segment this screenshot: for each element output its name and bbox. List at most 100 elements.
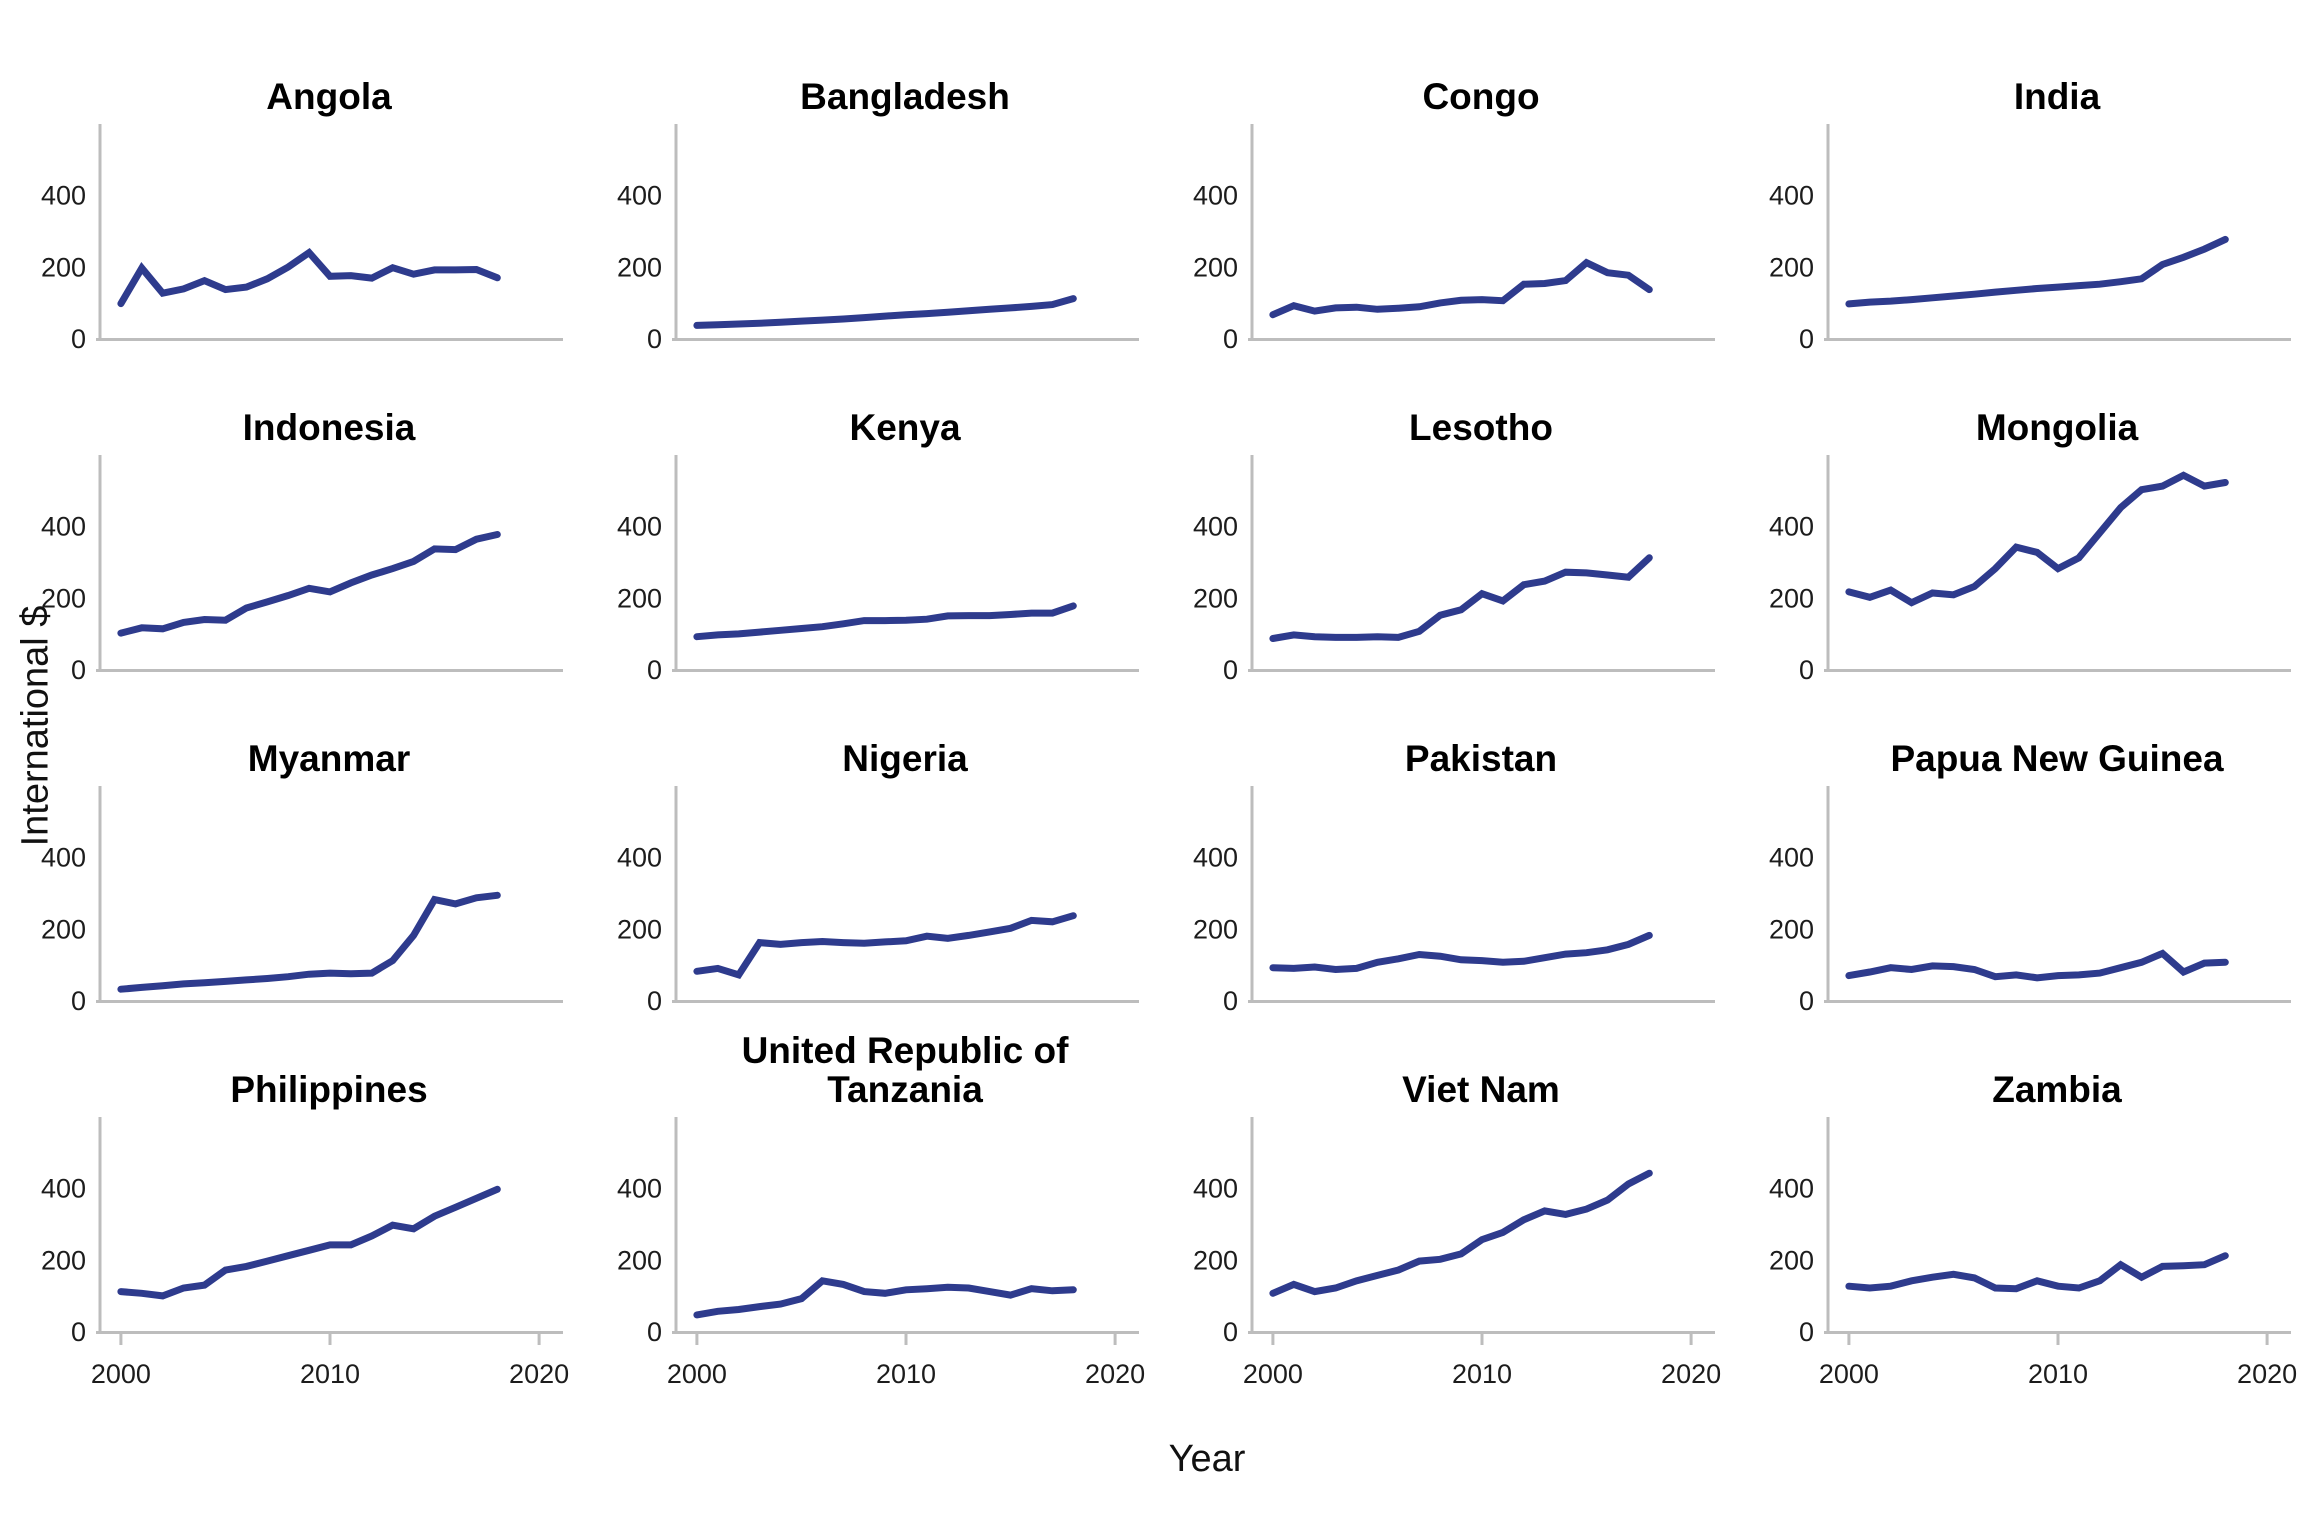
panel-plot: 0 200 400 xyxy=(1769,786,2291,1016)
panel-mongolia: Mongolia 0 200 400 xyxy=(1728,371,2304,702)
y-tick-label: 0 xyxy=(1223,1317,1238,1347)
y-tick-label: 400 xyxy=(1193,1174,1238,1204)
y-tick-label: 0 xyxy=(647,986,662,1016)
series-line xyxy=(1269,1169,1653,1297)
y-tick-label: 200 xyxy=(41,914,86,944)
x-tick-label: 2020 xyxy=(1085,1359,1145,1389)
x-tick-label: 2020 xyxy=(509,1359,569,1389)
panel-plot: 0 200 400 2000 2010 2020 xyxy=(617,1117,1145,1389)
y-tick-label: 200 xyxy=(617,252,662,282)
panel-plot: 0 200 400 xyxy=(617,124,1139,354)
panels-grid: Angola 0 200 400 Bangladesh 0 200 400 Congo 0 200 4… xyxy=(0,40,2304,1429)
panel-plot: 0 200 400 xyxy=(1769,455,2291,685)
panel-plot: 0 200 400 xyxy=(617,455,1139,685)
panel-plot: 0 200 400 2000 2010 2020 xyxy=(41,1117,569,1389)
panel-title: Bangladesh xyxy=(800,75,1010,117)
panel-title: Nigeria xyxy=(842,737,968,779)
panel-indonesia: Indonesia 0 200 400 xyxy=(0,371,576,702)
panel-title: Zambia xyxy=(1992,1068,2122,1110)
y-tick-label: 200 xyxy=(41,1245,86,1275)
y-tick-label: 200 xyxy=(1193,252,1238,282)
panel-plot: 0 200 400 2000 2010 2020 xyxy=(1769,1117,2297,1389)
y-tick-label: 200 xyxy=(1769,914,1814,944)
y-tick-label: 0 xyxy=(1799,655,1814,685)
panel-plot: 0 200 400 xyxy=(1769,124,2291,354)
x-tick-label: 2010 xyxy=(1452,1359,1512,1389)
panel-plot: 0 200 400 xyxy=(1193,786,1715,1016)
panel-india: India 0 200 400 xyxy=(1728,40,2304,371)
panel-congo: Congo 0 200 400 xyxy=(1152,40,1728,371)
y-tick-label: 400 xyxy=(617,1174,662,1204)
x-tick-label: 2000 xyxy=(1819,1359,1879,1389)
x-tick-label: 2010 xyxy=(2028,1359,2088,1389)
panel-kenya: Kenya 0 200 400 xyxy=(576,371,1152,702)
y-tick-label: 0 xyxy=(647,324,662,354)
panel-zambia: Zambia 0 200 400 2000 2010 2020 xyxy=(1728,1033,2304,1429)
x-tick-label: 2000 xyxy=(667,1359,727,1389)
panel-plot: 0 200 400 xyxy=(1193,455,1715,685)
y-tick-label: 0 xyxy=(71,324,86,354)
y-tick-label: 200 xyxy=(617,914,662,944)
y-tick-label: 0 xyxy=(1223,324,1238,354)
panel-title: Philippines xyxy=(230,1068,428,1110)
panel-philippines: Philippines 0 200 400 2000 2010 2020 xyxy=(0,1033,576,1429)
x-axis-label: Year xyxy=(1168,1438,1246,1480)
panel-title: Pakistan xyxy=(1404,737,1558,779)
panel-title: Mongolia xyxy=(1975,406,2139,448)
y-tick-label: 400 xyxy=(41,512,86,542)
series-line xyxy=(117,247,501,308)
panel-pakistan: Pakistan 0 200 400 xyxy=(1152,702,1728,1033)
panel-myanmar: Myanmar 0 200 400 xyxy=(0,702,576,1033)
y-tick-label: 400 xyxy=(1193,181,1238,211)
series-line xyxy=(693,912,1077,980)
y-tick-label: 400 xyxy=(41,181,86,211)
panel-plot: 0 200 400 xyxy=(1193,124,1715,354)
panel-plot: 0 200 400 xyxy=(41,786,563,1016)
panel-title: Indonesia xyxy=(242,406,416,448)
panel-title: Myanmar xyxy=(247,737,411,779)
y-tick-label: 0 xyxy=(1799,324,1814,354)
panel-title: Angola xyxy=(266,75,392,117)
panel-plot: 0 200 400 xyxy=(41,455,563,685)
y-tick-label: 0 xyxy=(1799,1317,1814,1347)
panel-plot: 0 200 400 xyxy=(41,124,563,354)
panel-nigeria: Nigeria 0 200 400 xyxy=(576,702,1152,1033)
x-tick-label: 2010 xyxy=(876,1359,936,1389)
y-tick-label: 0 xyxy=(1223,655,1238,685)
panel-viet-nam: Viet Nam 0 200 400 2000 2010 2020 xyxy=(1152,1033,1728,1429)
panel-title: India xyxy=(2013,75,2101,117)
x-tick-label: 2020 xyxy=(2237,1359,2297,1389)
y-tick-label: 400 xyxy=(617,512,662,542)
y-tick-label: 400 xyxy=(617,181,662,211)
y-tick-label: 200 xyxy=(41,252,86,282)
y-tick-label: 200 xyxy=(1193,583,1238,613)
panel-plot: 0 200 400 2000 2010 2020 xyxy=(1193,1117,1721,1389)
x-tick-label: 2020 xyxy=(1661,1359,1721,1389)
series-line xyxy=(1845,1252,2229,1293)
series-line xyxy=(117,531,501,637)
series-line xyxy=(117,1185,501,1300)
y-tick-label: 200 xyxy=(1769,1245,1814,1275)
y-tick-label: 200 xyxy=(617,1245,662,1275)
panel-bangladesh: Bangladesh 0 200 400 xyxy=(576,40,1152,371)
series-line xyxy=(1269,554,1653,642)
y-tick-label: 0 xyxy=(1799,986,1814,1016)
panel-united-republic-of-tanzania: United Republic of Tanzania 0 200 400 2000 20… xyxy=(576,1030,1152,1429)
y-tick-label: 0 xyxy=(71,1317,86,1347)
series-line xyxy=(693,295,1077,329)
y-tick-label: 400 xyxy=(1193,512,1238,542)
series-line xyxy=(1845,471,2229,607)
panel-title: Papua New Guinea xyxy=(1890,737,2224,779)
y-tick-label: 400 xyxy=(1769,1174,1814,1204)
y-tick-label: 200 xyxy=(617,583,662,613)
series-line xyxy=(117,891,501,993)
panel-papua-new-guinea: Papua New Guinea 0 200 400 xyxy=(1728,702,2304,1033)
x-tick-label: 2000 xyxy=(91,1359,151,1389)
y-tick-label: 400 xyxy=(1193,843,1238,873)
y-tick-label: 400 xyxy=(41,1174,86,1204)
y-tick-label: 400 xyxy=(617,843,662,873)
panel-lesotho: Lesotho 0 200 400 xyxy=(1152,371,1728,702)
y-tick-label: 400 xyxy=(41,843,86,873)
y-tick-label: 200 xyxy=(1193,1245,1238,1275)
series-line xyxy=(693,602,1077,641)
